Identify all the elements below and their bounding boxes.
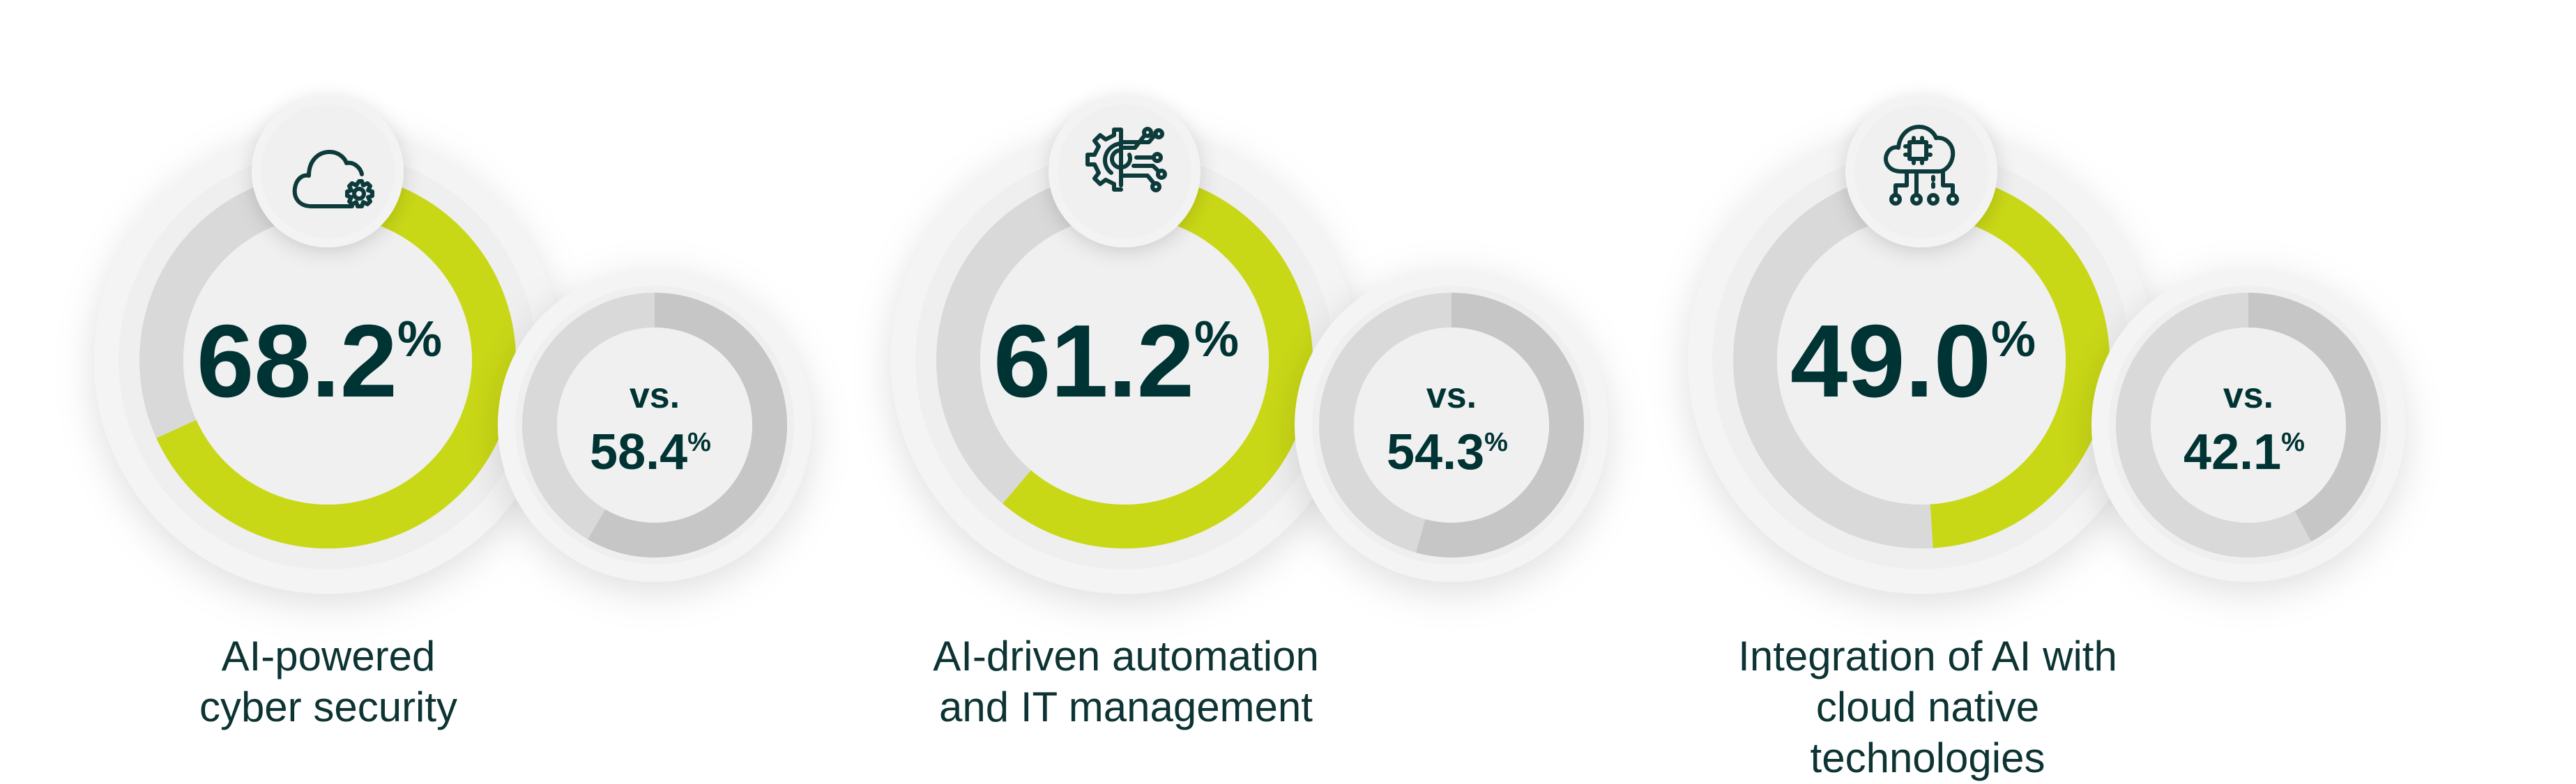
main-value-percent: % xyxy=(1991,312,2036,367)
icon-bubble-inner xyxy=(261,105,395,238)
comparison-prefix: vs. xyxy=(630,376,680,416)
label-line: and IT management xyxy=(939,684,1313,730)
comparison-value: 54.3% xyxy=(1387,424,1508,480)
cloud-chip-network-icon xyxy=(1884,125,1959,206)
label-line: cloud native xyxy=(1815,684,2040,730)
main-value-number: 49.0 xyxy=(1790,304,1991,419)
metric-group: 68.2%vs.58.4% xyxy=(94,95,811,594)
comparison-center xyxy=(557,328,752,523)
cloud-gear-icon xyxy=(292,150,374,208)
icon-bubble-inner xyxy=(1058,105,1191,238)
comparison-value: 58.4% xyxy=(590,424,711,480)
gear-circuit-icon xyxy=(1085,127,1167,192)
comparison-prefix: vs. xyxy=(1426,376,1477,416)
label-line: AI-driven automation xyxy=(933,633,1319,679)
comparison-number: 42.1 xyxy=(2183,424,2281,480)
main-value-number: 68.2 xyxy=(197,304,397,419)
comparison-prefix: vs. xyxy=(2223,376,2273,416)
comparison-number: 58.4 xyxy=(590,424,687,480)
main-value: 68.2% xyxy=(197,304,442,419)
label-line: Integration of AI with xyxy=(1738,633,2117,679)
main-value-percent: % xyxy=(1194,312,1239,367)
donut-center xyxy=(980,216,1269,505)
label-line: cyber security xyxy=(199,684,458,730)
comparison-center xyxy=(1354,328,1549,523)
donut-center xyxy=(183,216,472,505)
comparison-arc xyxy=(2116,293,2381,558)
comparison-percent: % xyxy=(2281,428,2305,457)
label-line: AI-powered xyxy=(221,633,436,679)
main-value-percent: % xyxy=(397,312,442,367)
comparison-percent: % xyxy=(1484,428,1508,457)
comparison-arc xyxy=(1319,293,1584,558)
label-line: technologies xyxy=(1810,735,2045,781)
comparison-center xyxy=(2151,328,2346,523)
main-value: 49.0% xyxy=(1790,304,2036,419)
metric-group: 49.0% vs. 42.1% xyxy=(1688,95,2405,594)
donut-center xyxy=(1777,216,2066,505)
label-ai-driven-automation: AI-driven automation and IT management xyxy=(847,631,1405,732)
comparison-value: 42.1% xyxy=(2183,424,2305,480)
main-value: 61.2% xyxy=(993,304,1239,419)
label-ai-cloud-native: Integration of AI with cloud native tech… xyxy=(1649,631,2207,783)
comparison-percent: % xyxy=(687,428,711,457)
comparison-arc xyxy=(522,293,787,558)
comparison-number: 54.3 xyxy=(1387,424,1484,480)
main-value-number: 61.2 xyxy=(993,304,1194,419)
metric-group: 61.2%vs.54.3% xyxy=(891,95,1608,594)
label-ai-powered-cyber-security: AI-powered cyber security xyxy=(49,631,607,732)
